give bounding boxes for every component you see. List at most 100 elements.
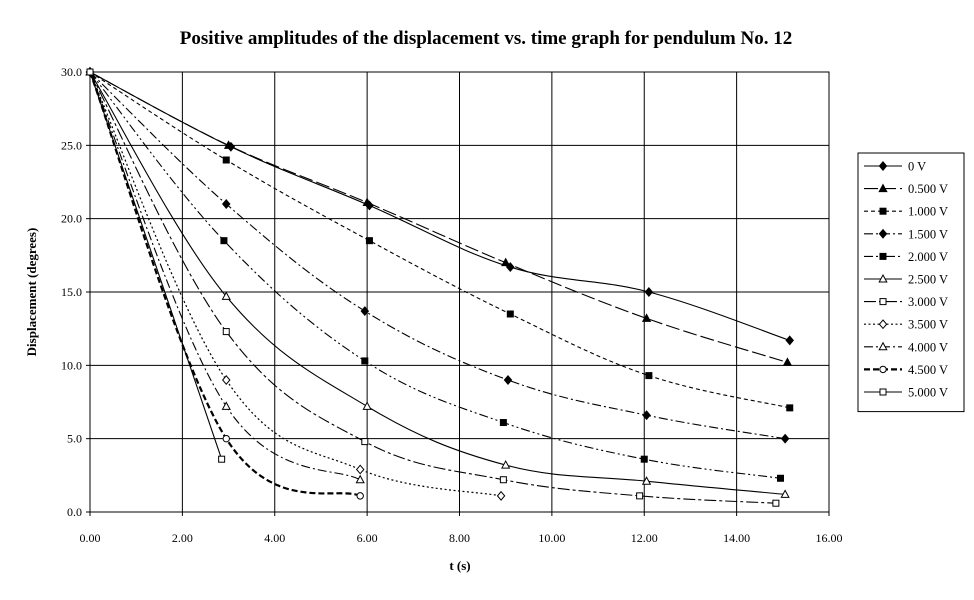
legend-entry: 1.000 V: [864, 205, 948, 219]
legend-marker: [879, 388, 887, 396]
data-point: [777, 474, 785, 482]
legend-entry: 2.500 V: [864, 273, 948, 287]
data-point: [362, 401, 372, 410]
data-point: [221, 401, 231, 410]
series-3-500-v: [85, 67, 506, 501]
series-line: [89, 71, 786, 440]
legend-entry: 3.500 V: [864, 318, 948, 332]
data-point: [499, 419, 507, 427]
series-line: [89, 71, 223, 460]
legend-entry: 1.500 V: [864, 227, 948, 241]
data-point: [640, 455, 648, 463]
y-axis-ticks: 0.0 5.0 10.0 15.0 20.0 25.0 30.0: [61, 65, 90, 519]
data-point: [356, 492, 364, 500]
chart-title: Positive amplitudes of the displacement …: [180, 28, 792, 49]
legend-marker: [878, 319, 888, 330]
data-point: [355, 474, 365, 484]
y-tick-label: 20.0: [61, 212, 82, 226]
legend-label: 1.500 V: [908, 227, 948, 241]
legend-label: 2.500 V: [908, 273, 948, 287]
x-tick-label: 16.00: [816, 531, 843, 545]
series-1-500-v: [85, 67, 790, 444]
series-layer: [85, 66, 794, 507]
legend-entry: 4.000 V: [864, 340, 948, 354]
data-point: [641, 313, 652, 322]
data-point: [780, 489, 790, 498]
series-line: [89, 71, 786, 495]
legend-marker: [878, 273, 888, 283]
x-tick-label: 12.00: [631, 531, 658, 545]
legend-label: 2.000 V: [908, 250, 948, 264]
series-line: [89, 71, 361, 481]
data-point: [86, 68, 94, 76]
data-point: [499, 476, 507, 484]
data-point: [501, 460, 511, 469]
legend-marker: [878, 228, 888, 239]
legend-marker: [878, 161, 888, 171]
series-2-000-v: [86, 68, 785, 482]
data-point: [223, 140, 234, 149]
data-point: [222, 156, 230, 164]
legend-marker: [879, 252, 887, 260]
x-tick-label: 6.00: [357, 531, 378, 545]
data-point: [503, 375, 513, 385]
series-4-000-v: [85, 66, 365, 484]
y-tick-label: 0.0: [67, 505, 82, 519]
data-point: [636, 492, 644, 500]
data-point: [506, 310, 514, 318]
data-point: [780, 433, 790, 444]
data-point: [782, 357, 793, 366]
data-point: [221, 291, 231, 300]
legend-marker: [879, 298, 887, 306]
x-tick-label: 14.00: [723, 531, 750, 545]
legend-label: 4.500 V: [908, 363, 948, 377]
data-point: [361, 357, 369, 365]
x-axis-label: t (s): [449, 558, 470, 573]
legend-label: 0.500 V: [908, 182, 948, 196]
legend-entry: 0 V: [864, 160, 926, 174]
x-tick-label: 0.00: [80, 531, 101, 545]
data-point: [785, 335, 794, 346]
x-tick-label: 2.00: [172, 531, 193, 545]
x-tick-label: 10.00: [538, 531, 565, 545]
legend: 0 V 0.500 V 1.000 V 1.500 V 2.000 V 2.500 V 3.…: [857, 152, 965, 413]
legend-label: 3.000 V: [908, 295, 948, 309]
data-point: [644, 287, 654, 297]
series-0-v: [85, 67, 794, 346]
data-point: [355, 464, 365, 475]
legend-entry: 3.000 V: [864, 295, 948, 309]
data-point: [365, 237, 373, 245]
legend-entry: 2.000 V: [864, 250, 948, 264]
data-point: [645, 372, 653, 380]
data-point: [222, 328, 230, 336]
series-5-000-v: [86, 68, 226, 463]
data-point: [220, 237, 228, 245]
legend-label: 3.500 V: [908, 318, 948, 332]
series-line: [89, 71, 788, 363]
legend-marker: [878, 341, 888, 351]
y-tick-label: 30.0: [61, 65, 82, 79]
legend-marker: [879, 365, 887, 374]
series-line: [89, 71, 790, 409]
data-point: [362, 197, 372, 207]
x-tick-label: 8.00: [449, 531, 470, 545]
legend-label: 1.000 V: [908, 205, 948, 219]
legend-label: 0 V: [908, 160, 926, 174]
series-line: [89, 71, 776, 504]
data-point: [786, 404, 794, 412]
data-point: [218, 455, 226, 463]
legend-marker: [878, 183, 888, 193]
data-point: [360, 306, 370, 317]
series-line: [89, 71, 502, 497]
y-axis-label: Displacement (degrees): [24, 228, 39, 357]
y-tick-label: 15.0: [61, 285, 82, 299]
data-point: [641, 476, 652, 485]
legend-entry: 4.500 V: [864, 363, 948, 377]
legend-label: 5.000 V: [908, 386, 948, 400]
x-axis-ticks: 0.00 2.00 4.00 6.00 8.00 10.00 12.00 14.00 16.00: [80, 512, 843, 545]
data-point: [221, 199, 231, 209]
series-0-500-v: [85, 66, 793, 366]
series-line: [88, 71, 361, 497]
series-line: [89, 71, 790, 341]
